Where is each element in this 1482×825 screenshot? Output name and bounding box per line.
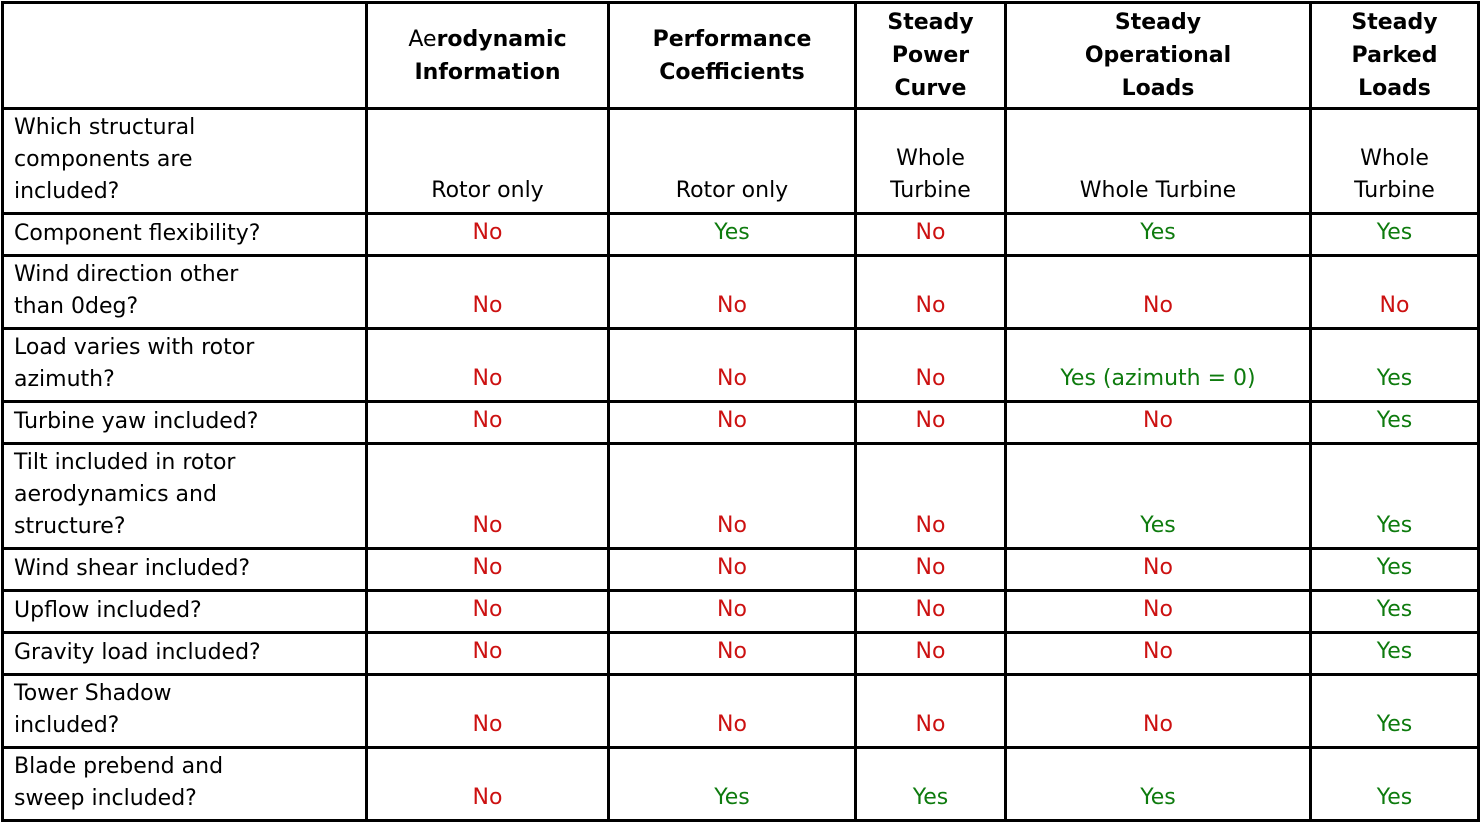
cell-value: No: [365, 746, 610, 822]
cell-value: Yes: [1309, 589, 1480, 634]
cell-value: No: [365, 673, 610, 749]
cell-value: No: [607, 547, 857, 592]
cell-value: No: [365, 400, 610, 445]
cell-value: Yes: [1309, 746, 1480, 822]
header-steady-power-curve: Steady Power Curve: [854, 1, 1007, 110]
cell-value: Yes (azimuth = 0): [1004, 327, 1312, 403]
table-row: Tower Shadow included? No No No No Yes: [1, 673, 1480, 749]
cell-value: No: [854, 442, 1007, 550]
cell-value: No: [854, 400, 1007, 445]
cell-value: Yes: [1004, 442, 1312, 550]
header-aero-regular-prefix: Ae: [408, 26, 437, 52]
cell-value: No: [365, 589, 610, 634]
row-label: Gravity load included?: [1, 631, 368, 676]
table-row: Gravity load included? No No No No Yes: [1, 631, 1480, 676]
header-aerodynamic-information: Aerodynamic Information: [365, 1, 610, 110]
cell-value: No: [607, 673, 857, 749]
cell-value: No: [607, 400, 857, 445]
cell-value: Whole Turbine: [854, 107, 1007, 215]
cell-value: No: [1004, 631, 1312, 676]
cell-value: Yes: [607, 212, 857, 257]
cell-value: No: [365, 212, 610, 257]
row-label: Which structural components are included…: [1, 107, 368, 215]
cell-value: No: [1004, 254, 1312, 330]
table-row: Wind direction other than 0deg? No No No No N…: [1, 254, 1480, 330]
table-row: Tilt included in rotor aerodynamics and …: [1, 442, 1480, 550]
cell-value: No: [854, 631, 1007, 676]
cell-value: No: [854, 673, 1007, 749]
cell-value: Yes: [1004, 212, 1312, 257]
cell-value: No: [607, 631, 857, 676]
row-label: Wind direction other than 0deg?: [1, 254, 368, 330]
cell-value: Whole Turbine: [1004, 107, 1312, 215]
cell-value: Yes: [1309, 400, 1480, 445]
cell-value: No: [1309, 254, 1480, 330]
cell-value: No: [365, 442, 610, 550]
cell-value: No: [607, 589, 857, 634]
table-body: Which structural components are included…: [1, 107, 1480, 822]
header-empty-cell: [1, 1, 368, 110]
table-row: Component flexibility? No Yes No Yes Yes: [1, 212, 1480, 257]
table-row: Load varies with rotor azimuth? No No No Yes…: [1, 327, 1480, 403]
cell-value: Yes: [1309, 673, 1480, 749]
cell-value: No: [365, 631, 610, 676]
cell-value: No: [854, 589, 1007, 634]
row-label: Wind shear included?: [1, 547, 368, 592]
cell-value: No: [854, 547, 1007, 592]
cell-value: No: [1004, 673, 1312, 749]
cell-value: Rotor only: [365, 107, 610, 215]
cell-value: No: [854, 254, 1007, 330]
cell-value: No: [1004, 547, 1312, 592]
row-label: Component flexibility?: [1, 212, 368, 257]
cell-value: No: [1004, 589, 1312, 634]
cell-value: Yes: [1309, 442, 1480, 550]
cell-value: No: [365, 327, 610, 403]
cell-value: No: [607, 327, 857, 403]
row-label: Turbine yaw included?: [1, 400, 368, 445]
table-row: Turbine yaw included? No No No No Yes: [1, 400, 1480, 445]
cell-value: Yes: [1309, 327, 1480, 403]
header-aero-bold-rest: rodynamic Information: [414, 26, 567, 85]
header-performance-coefficients: Performance Coefficients: [607, 1, 857, 110]
cell-value: No: [365, 547, 610, 592]
cell-value: Whole Turbine: [1309, 107, 1480, 215]
table-row: Upflow included? No No No No Yes: [1, 589, 1480, 634]
header-steady-parked-loads: Steady Parked Loads: [1309, 1, 1480, 110]
row-label: Load varies with rotor azimuth?: [1, 327, 368, 403]
cell-value: Rotor only: [607, 107, 857, 215]
cell-value: Yes: [854, 746, 1007, 822]
cell-value: No: [607, 442, 857, 550]
header-row: Aerodynamic Information Performance Coef…: [1, 1, 1480, 110]
table-row: Wind shear included? No No No No Yes: [1, 547, 1480, 592]
cell-value: No: [854, 212, 1007, 257]
cell-value: No: [607, 254, 857, 330]
row-label: Tilt included in rotor aerodynamics and …: [1, 442, 368, 550]
row-label: Blade prebend and sweep included?: [1, 746, 368, 822]
cell-value: No: [365, 254, 610, 330]
cell-value: Yes: [1309, 547, 1480, 592]
cell-value: Yes: [1309, 631, 1480, 676]
table-row: Blade prebend and sweep included? No Yes Ye…: [1, 746, 1480, 822]
row-label: Upflow included?: [1, 589, 368, 634]
row-label: Tower Shadow included?: [1, 673, 368, 749]
cell-value: No: [854, 327, 1007, 403]
table-row: Which structural components are included…: [1, 107, 1480, 215]
cell-value: Yes: [1309, 212, 1480, 257]
cell-value: Yes: [607, 746, 857, 822]
header-steady-operational-loads: Steady Operational Loads: [1004, 1, 1312, 110]
cell-value: Yes: [1004, 746, 1312, 822]
cell-value: No: [1004, 400, 1312, 445]
